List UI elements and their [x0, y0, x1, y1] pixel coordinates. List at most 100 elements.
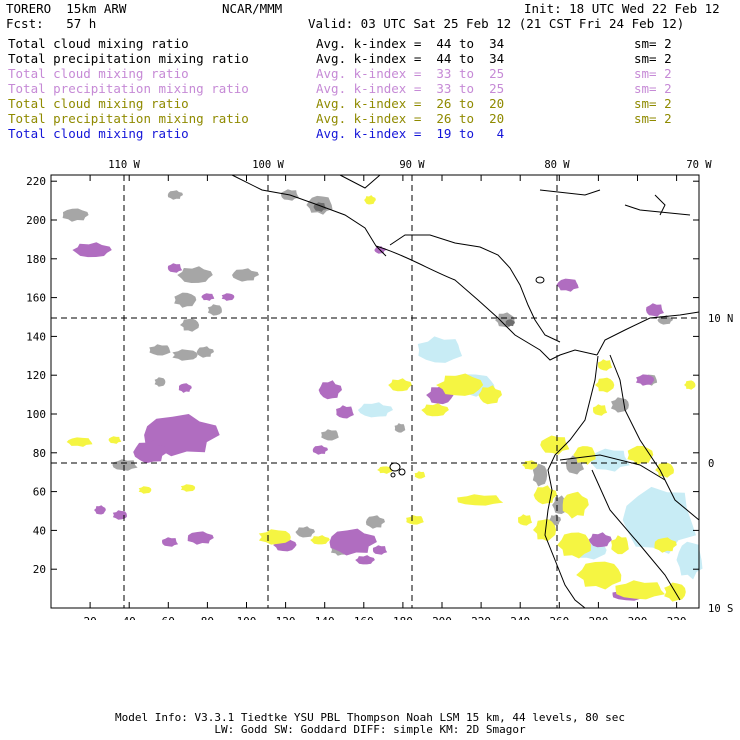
legend-smoothing: sm= 2 [634, 111, 672, 126]
field-blob-gray [611, 397, 629, 413]
field-blob-gray [394, 423, 406, 433]
shaded-fields [62, 189, 703, 602]
x-tick-label: 220 [471, 615, 491, 620]
field-blob-yellow [388, 378, 412, 392]
field-blob-gray [232, 268, 259, 282]
field-blob-lightblue [589, 448, 630, 472]
field-blob-gray [657, 315, 673, 325]
x-tick-label: 100 [237, 615, 257, 620]
field-blob-yellow [627, 445, 654, 465]
field-blob-yellow [615, 580, 665, 600]
coastline-caribbean-coast [389, 234, 561, 343]
y-tick-label: 160 [26, 292, 46, 305]
y-tick-label: 220 [26, 175, 46, 188]
x-tick-label: 320 [667, 615, 687, 620]
field-blob-violet [112, 510, 127, 520]
legend-field-label: Total cloud mixing ratio [8, 96, 189, 111]
border-peru-brazil [591, 469, 681, 601]
field-blob-violet [187, 531, 214, 545]
x-tick-label: 280 [588, 615, 608, 620]
field-blob-violet [372, 545, 388, 555]
legend-field-label: Total cloud mixing ratio [8, 66, 189, 81]
field-blob-gray [154, 377, 166, 387]
field-blob-yellow [533, 485, 557, 505]
field-blob-gray [532, 463, 548, 487]
field-blob-lightblue [622, 486, 696, 554]
x-tick-label: 120 [276, 615, 296, 620]
field-blob-gray [180, 318, 200, 332]
field-blob-gray [321, 429, 339, 441]
longitude-label: 90 W [399, 159, 425, 171]
legend-smoothing: sm= 2 [634, 81, 672, 96]
latitude-label: 0 [708, 458, 714, 470]
field-blob-violet [94, 505, 106, 515]
legend-kindex-range: Avg. k-index = 44 to 34 [316, 36, 505, 51]
y-tick-label: 200 [26, 214, 46, 227]
field-blob-yellow [414, 471, 426, 479]
field-blob-yellow [180, 484, 196, 492]
organization: NCAR/MMM [222, 1, 283, 16]
galapagos-islands [398, 468, 406, 476]
field-blob-gray [174, 292, 197, 308]
field-blob-yellow [66, 437, 93, 447]
field-blob-yellow [595, 377, 615, 393]
border-ecuador-peru [559, 454, 666, 481]
x-tick-label: 160 [354, 615, 374, 620]
x-tick-label: 60 [162, 615, 175, 620]
legend-field-label: Total precipitation mixing ratio [8, 111, 249, 126]
field-blob-violet [636, 374, 655, 386]
field-blob-gray [112, 459, 138, 471]
legend-smoothing: sm= 2 [634, 51, 672, 66]
field-blob-yellow [457, 494, 504, 506]
field-blob-violet [588, 532, 612, 548]
legend-kindex-range: Avg. k-index = 33 to 25 [316, 66, 505, 81]
lat-lon-grid: 110 W 100 W 90 W 80 W 70 W 10 N 0 10 S [51, 159, 733, 615]
latitude-label: 10 N [708, 313, 733, 325]
y-tick-label: 120 [26, 369, 46, 382]
field-blob-yellow [310, 535, 330, 545]
field-blob-violet [221, 293, 235, 301]
field-blob-violet [312, 445, 328, 455]
field-blob-yellow [518, 514, 533, 526]
coastlines [231, 174, 700, 609]
field-blob-gray [62, 208, 89, 222]
longitude-label: 110 W [108, 159, 140, 171]
coastline-south-america-pacific [544, 355, 599, 609]
field-blob-gray [172, 349, 198, 361]
field-blob-gray [149, 344, 171, 356]
init-time: Init: 18 UTC Wed 22 Feb 12 [524, 1, 720, 16]
field-blob-yellow [654, 537, 677, 553]
axis-ticks: 220 200 180 160 140 120 100 80 60 40 20 20 40 60 80 100… [26, 175, 699, 620]
field-blob-yellow [421, 403, 449, 417]
legend-field-label: Total precipitation mixing ratio [8, 81, 249, 96]
field-blob-yellow [576, 561, 622, 590]
legend-smoothing: sm= 2 [634, 66, 672, 81]
field-blob-yellow [478, 385, 502, 405]
field-blob-violet [318, 380, 342, 400]
field-blob-gray [207, 304, 222, 316]
x-tick-label: 200 [432, 615, 452, 620]
y-tick-label: 80 [33, 447, 46, 460]
field-blob-violet [355, 555, 375, 565]
field-blob-gray [196, 346, 214, 358]
field-blob-violet [556, 278, 579, 292]
field-blob-yellow [540, 435, 570, 455]
field-blob-yellow [138, 486, 152, 494]
legend-kindex-range: Avg. k-index = 44 to 34 [316, 51, 505, 66]
footer-line-2: LW: Godd SW: Goddard DIFF: simple KM: 2D… [214, 723, 526, 736]
x-tick-label: 140 [315, 615, 335, 620]
x-tick-label: 80 [201, 615, 214, 620]
coastline-hispaniola [624, 204, 691, 216]
legend-field-label: Total precipitation mixing ratio [8, 51, 249, 66]
field-blob-violet [201, 293, 215, 301]
field-blob-violet [72, 242, 112, 258]
longitude-label: 80 W [544, 159, 570, 171]
field-blob-violet [646, 303, 664, 317]
field-blob-gray [365, 515, 385, 529]
y-tick-label: 140 [26, 330, 46, 343]
field-blob-violet [329, 528, 377, 556]
legend-kindex-range: Avg. k-index = 19 to 4 [316, 126, 505, 141]
field-blob-yellow [533, 518, 557, 542]
field-blob-yellow [611, 535, 629, 555]
field-blob-yellow [655, 462, 674, 478]
